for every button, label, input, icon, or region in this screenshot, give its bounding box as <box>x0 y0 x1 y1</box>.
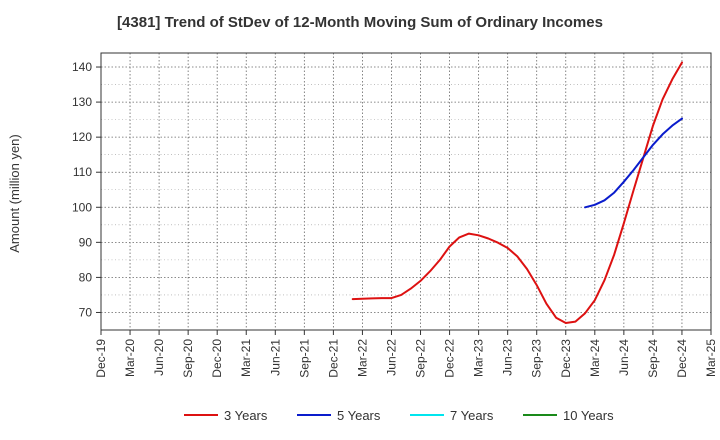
series-lines <box>351 61 683 324</box>
x-tick-label: Mar-24 <box>588 339 602 377</box>
legend-label-7-years: 7 Years <box>450 408 494 423</box>
legend: 3 Years 5 Years 7 Years 10 Years <box>184 408 614 423</box>
x-tick-label: Mar-20 <box>123 339 137 377</box>
y-tick-label: 70 <box>79 305 93 319</box>
chart-title: [4381] Trend of StDev of 12-Month Moving… <box>117 14 603 31</box>
x-tick-label: Jun-24 <box>617 339 631 376</box>
grid <box>101 53 711 330</box>
x-tick-label: Dec-19 <box>94 339 108 378</box>
x-tick-label: Mar-22 <box>355 339 369 377</box>
y-tick-label: 110 <box>73 165 92 179</box>
x-tick-label: Jun-21 <box>268 339 282 376</box>
y-tick-label: 140 <box>72 60 92 74</box>
plot-area <box>100 52 712 331</box>
y-axis-label: Amount (million yen) <box>7 134 22 253</box>
x-tick-label: Sep-21 <box>297 339 311 378</box>
x-tick-label: Sep-22 <box>414 339 428 378</box>
legend-label-10-years: 10 Years <box>563 408 614 423</box>
y-tick-label: 130 <box>72 95 92 109</box>
x-tick-label: Mar-25 <box>704 339 718 377</box>
legend-label-3-years: 3 Years <box>224 408 268 423</box>
x-tick-label: Sep-24 <box>646 339 660 378</box>
x-tick-label: Dec-20 <box>210 339 224 378</box>
y-tick-label: 80 <box>79 270 93 284</box>
x-tick-label: Jun-23 <box>501 339 515 376</box>
legend-label-5-years: 5 Years <box>337 408 381 423</box>
y-tick-label: 90 <box>79 235 93 249</box>
x-tick-label: Jun-22 <box>384 339 398 376</box>
series-line-3-years <box>351 61 683 324</box>
x-tick-label: Sep-23 <box>530 339 544 378</box>
x-tick-label: Dec-22 <box>443 339 457 378</box>
x-tick-label: Dec-23 <box>559 339 573 378</box>
x-tick-label: Mar-23 <box>472 339 486 377</box>
x-tick-label: Dec-21 <box>326 339 340 378</box>
x-tick-label: Jun-20 <box>152 339 166 376</box>
series-line-5-years <box>584 117 683 209</box>
x-tick-label: Mar-21 <box>239 339 253 377</box>
y-tick-label: 120 <box>72 130 92 144</box>
x-tick-label: Dec-24 <box>675 339 689 378</box>
x-axis: Dec-19 Mar-20 Jun-20 Sep-20 Dec-20 Mar-21 Jun-… <box>94 330 718 378</box>
x-tick-label: Sep-20 <box>181 339 195 378</box>
y-tick-label: 100 <box>72 200 92 214</box>
y-axis: 70 80 90 100 110 120 130 140 <box>72 60 101 319</box>
